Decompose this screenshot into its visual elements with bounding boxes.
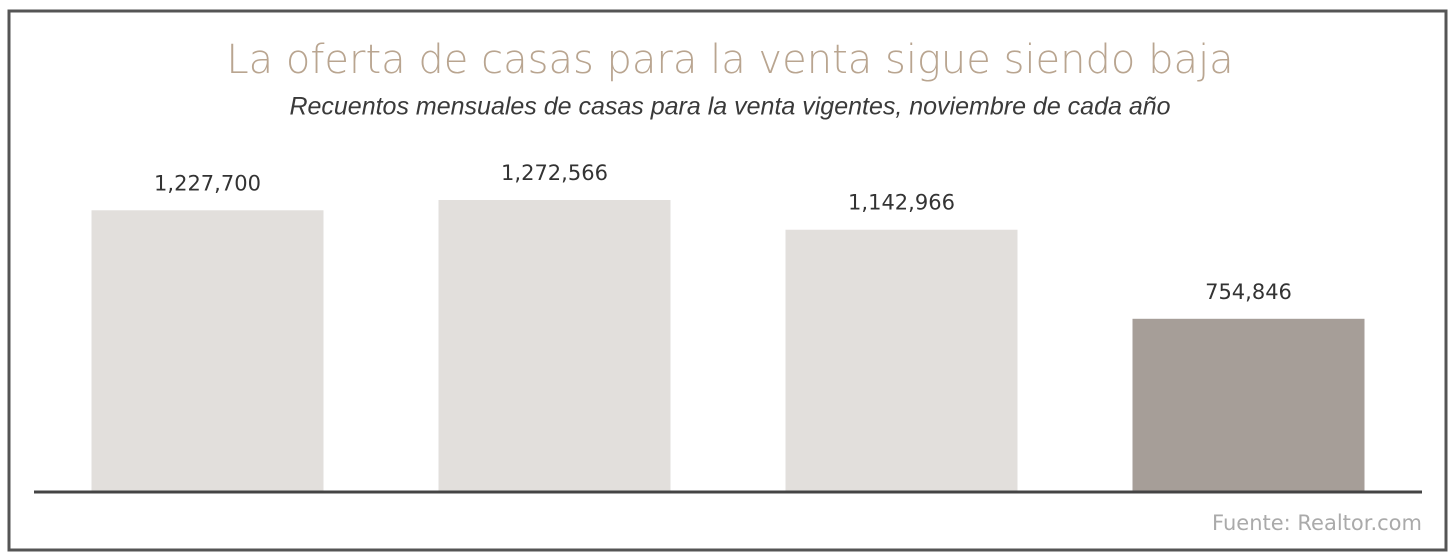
bar <box>785 229 1018 492</box>
chart-subtitle: Recuentos mensuales de casas para la ven… <box>289 93 1170 121</box>
bar <box>438 200 671 492</box>
value-label: 1,142,966 <box>848 191 955 215</box>
source: Fuente: Realtor.com <box>1212 511 1422 535</box>
value-label: 754,846 <box>1205 280 1292 304</box>
chart-title: La oferta de casas para la venta sigue s… <box>226 37 1233 83</box>
value-label: 1,272,566 <box>501 161 608 185</box>
bar <box>1132 318 1365 492</box>
bar <box>91 210 324 492</box>
value-label: 1,227,700 <box>154 171 261 195</box>
